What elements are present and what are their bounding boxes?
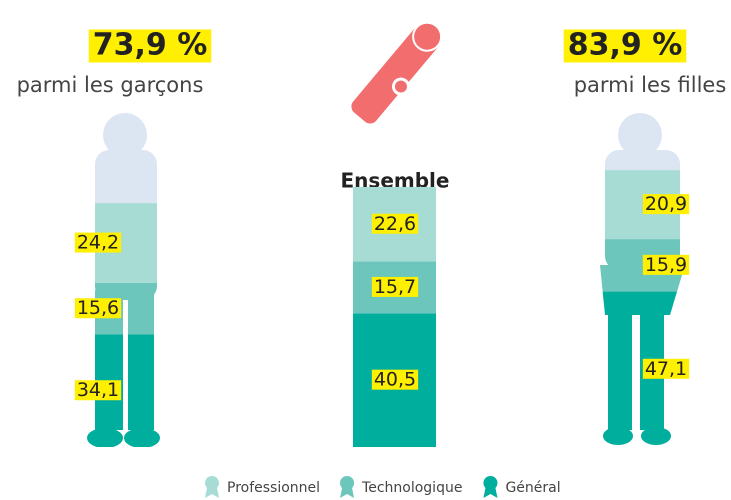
legend-icon <box>340 476 354 490</box>
legend-icon <box>483 476 497 490</box>
legend-icon <box>205 488 219 498</box>
remainder <box>70 100 180 203</box>
value-label: 47,1 <box>645 358 687 380</box>
total-caption: parmi les filles <box>574 73 727 97</box>
value-label: 15,7 <box>374 276 416 298</box>
value-label: 15,9 <box>645 254 687 276</box>
legend-icon <box>483 488 497 498</box>
total-caption: parmi les garçons <box>17 73 204 97</box>
value-label: 24,2 <box>77 232 119 254</box>
infographic: Ensemble 73,9 % parmi les garçons 83,9 %… <box>0 0 731 500</box>
remainder <box>578 100 710 170</box>
total-label: 83,9 % <box>568 28 683 63</box>
value-label: 34,1 <box>77 379 119 401</box>
diploma-icon <box>348 16 452 130</box>
value-label: 15,6 <box>77 297 119 319</box>
total-label: 73,9 % <box>93 28 208 63</box>
value-label: 20,9 <box>645 193 687 215</box>
legend-label: Technologique <box>361 480 462 496</box>
legend-label: Professionnel <box>227 480 320 496</box>
legend-icon <box>205 476 219 490</box>
legend-label: Général <box>505 480 560 496</box>
value-label: 40,5 <box>374 369 416 391</box>
legend-icon <box>340 488 354 498</box>
value-label: 22,6 <box>374 213 416 235</box>
